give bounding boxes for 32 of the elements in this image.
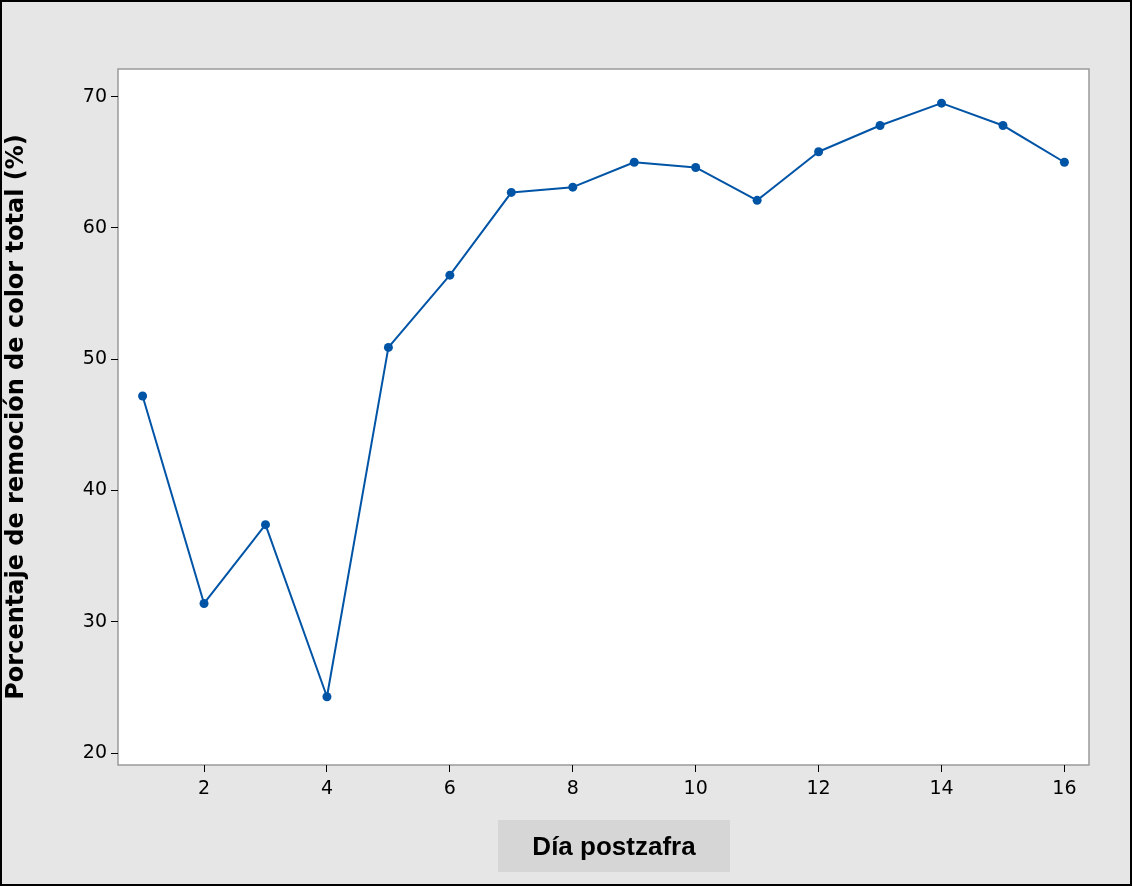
x-tick-label: 2 <box>197 776 211 799</box>
y-axis-title: Porcentaje de remoción de color total (%) <box>0 134 29 700</box>
point <box>629 157 639 167</box>
x-tick-label: 6 <box>443 776 456 799</box>
y-tick-label: 50 <box>82 346 107 369</box>
x-tick-label: 4 <box>320 776 333 799</box>
point <box>322 692 332 702</box>
point <box>568 182 578 192</box>
point <box>445 270 455 280</box>
x-tick-label: 10 <box>683 776 708 799</box>
point <box>875 120 885 130</box>
point <box>937 98 947 108</box>
point <box>752 195 762 205</box>
x-tick-label: 8 <box>566 776 579 799</box>
point <box>199 598 209 608</box>
y-tick-label: 60 <box>82 214 107 237</box>
point <box>383 342 393 352</box>
point <box>138 391 148 401</box>
point <box>998 120 1008 130</box>
point <box>260 520 270 530</box>
y-tick-label: 40 <box>82 477 107 500</box>
y-tick-label: 30 <box>82 608 107 631</box>
y-tick-label: 20 <box>82 740 107 763</box>
x-tick-label: 16 <box>1052 776 1077 799</box>
point <box>1059 157 1069 167</box>
x-axis-title: Día postzafra <box>498 820 730 872</box>
point <box>691 162 701 172</box>
x-tick-label: 12 <box>806 776 831 799</box>
y-tick-label: 70 <box>82 83 107 106</box>
point <box>814 147 824 157</box>
point <box>506 187 516 197</box>
x-tick-label: 14 <box>929 776 954 799</box>
